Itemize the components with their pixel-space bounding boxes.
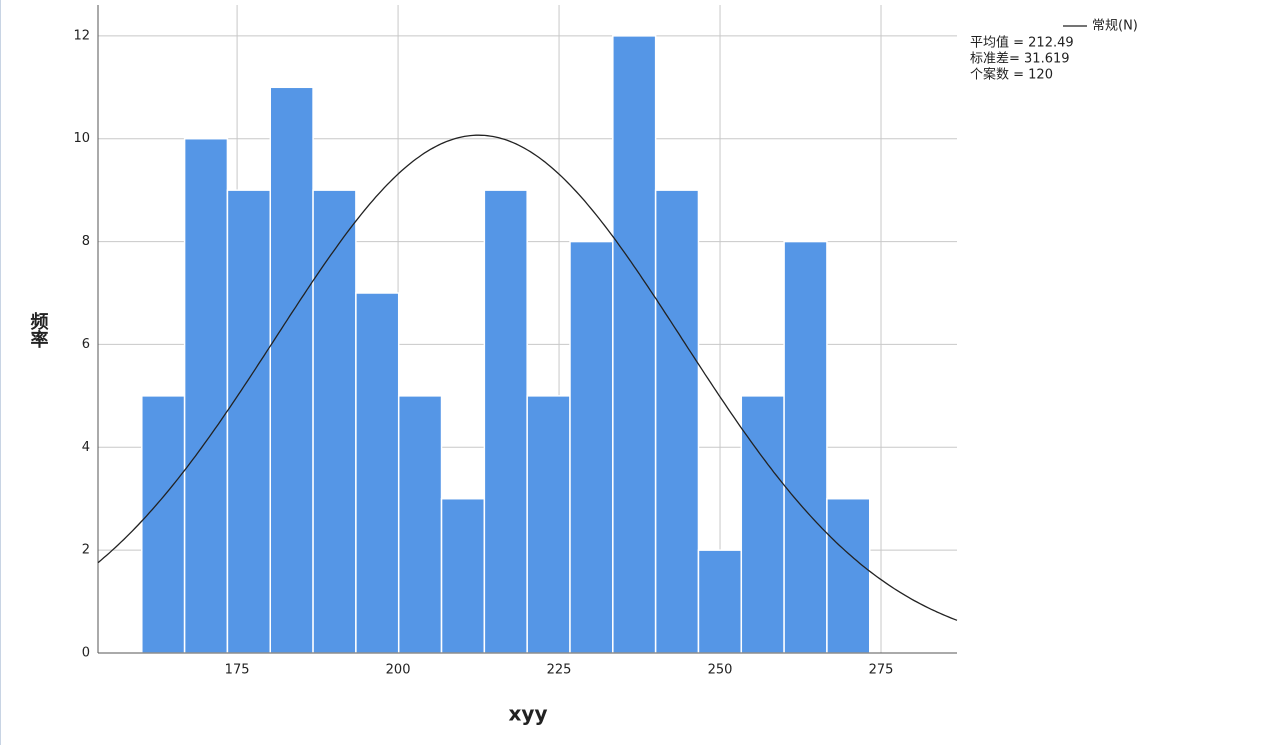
bar xyxy=(183,137,229,654)
bar xyxy=(141,395,186,654)
bar xyxy=(226,189,272,654)
bar xyxy=(697,549,743,654)
bar xyxy=(269,86,314,654)
y-tick-label: 12 xyxy=(73,28,90,43)
y-tick-label: 0 xyxy=(82,646,90,661)
x-tick-label: 200 xyxy=(386,663,411,678)
bar xyxy=(612,35,657,654)
x-tick-label: 250 xyxy=(708,663,733,678)
y-tick-label: 6 xyxy=(82,337,90,352)
bar xyxy=(569,240,614,654)
x-axis-label: xyy xyxy=(509,702,548,726)
bar xyxy=(740,395,785,654)
y-tick-label: 8 xyxy=(82,234,90,249)
bar xyxy=(440,497,486,654)
bar xyxy=(826,497,871,654)
x-tick-label: 275 xyxy=(869,663,894,678)
bar xyxy=(526,395,571,654)
bar xyxy=(783,240,828,654)
bar xyxy=(355,292,400,654)
legend-label: 常规(N) xyxy=(1092,19,1138,34)
bar xyxy=(312,189,357,654)
bar xyxy=(654,189,700,654)
y-tick-label: 2 xyxy=(82,543,90,558)
x-tick-label: 225 xyxy=(547,663,572,678)
bar xyxy=(483,189,528,654)
stat-label: 平均值 = 212.49 xyxy=(970,35,1074,51)
y-axis-label: 频率 xyxy=(28,311,49,349)
y-tick-label: 10 xyxy=(73,131,90,146)
stat-label: 标准差= 31.619 xyxy=(970,52,1070,67)
normal-curve xyxy=(97,134,958,621)
stat-label: 个案数 = 120 xyxy=(970,68,1053,83)
bar xyxy=(397,395,443,654)
x-tick-label: 175 xyxy=(225,663,250,678)
y-tick-label: 4 xyxy=(82,440,90,455)
